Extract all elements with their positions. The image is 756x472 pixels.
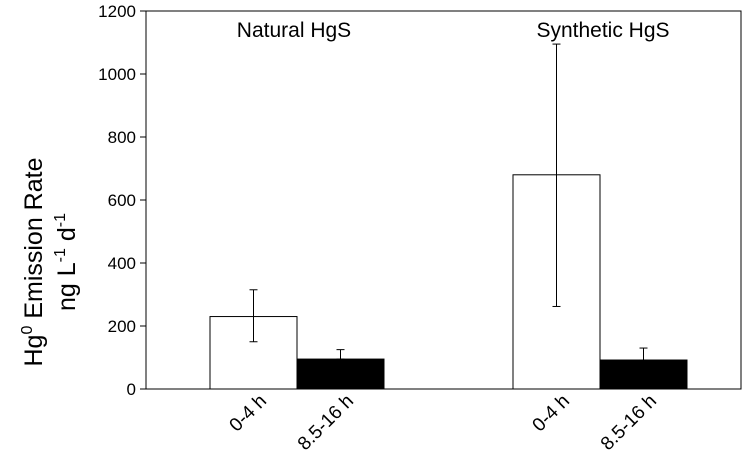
x-tick-label: 8.5-16 h xyxy=(597,391,661,455)
x-tick-label: 0-4 h xyxy=(226,391,271,436)
y-tick-label: 1200 xyxy=(98,2,136,21)
y-axis-title: Hg0 Emission Rate ng L-1 d-1 xyxy=(19,158,81,367)
y-tick-label: 800 xyxy=(108,128,136,147)
y-tick-label: 0 xyxy=(127,380,136,399)
bar xyxy=(599,359,688,390)
y-tick-label: 600 xyxy=(108,191,136,210)
bar xyxy=(296,358,385,390)
y-axis-title-line2: ng L-1 d-1 xyxy=(52,213,81,311)
group-label: Natural HgS xyxy=(237,19,351,42)
y-tick-label: 1000 xyxy=(98,65,136,84)
x-tick-label: 0-4 h xyxy=(529,391,574,436)
group-label: Synthetic HgS xyxy=(536,19,669,42)
y-tick-label: 200 xyxy=(108,317,136,336)
plot-area: 0 200 400 600 800 1000 1200 Natural HgS 0-4 h 8.5… xyxy=(98,2,742,455)
x-tick-label: 8.5-16 h xyxy=(294,391,358,455)
y-tick-label: 400 xyxy=(108,254,136,273)
y-axis-title-line1: Hg0 Emission Rate xyxy=(19,158,48,367)
